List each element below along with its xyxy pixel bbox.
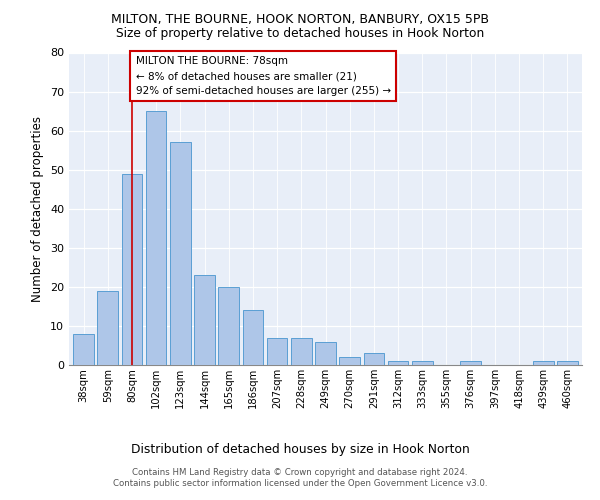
Text: Size of property relative to detached houses in Hook Norton: Size of property relative to detached ho… [116, 28, 484, 40]
Bar [267, 338, 287, 365]
Bar [194, 275, 215, 365]
Text: MILTON THE BOURNE: 78sqm
← 8% of detached houses are smaller (21)
92% of semi-de: MILTON THE BOURNE: 78sqm ← 8% of detache… [136, 56, 391, 96]
Bar [97, 291, 118, 365]
Bar [388, 361, 409, 365]
Y-axis label: Number of detached properties: Number of detached properties [31, 116, 44, 302]
Bar [364, 354, 384, 365]
Bar [122, 174, 142, 365]
Bar [315, 342, 336, 365]
Bar [291, 338, 311, 365]
Bar [412, 361, 433, 365]
Text: MILTON, THE BOURNE, HOOK NORTON, BANBURY, OX15 5PB: MILTON, THE BOURNE, HOOK NORTON, BANBURY… [111, 12, 489, 26]
Bar [533, 361, 554, 365]
Bar [340, 357, 360, 365]
Bar [73, 334, 94, 365]
Bar [170, 142, 191, 365]
Bar [460, 361, 481, 365]
Bar [146, 111, 166, 365]
Bar [242, 310, 263, 365]
Bar [218, 287, 239, 365]
Text: Contains HM Land Registry data © Crown copyright and database right 2024.
Contai: Contains HM Land Registry data © Crown c… [113, 468, 487, 487]
Text: Distribution of detached houses by size in Hook Norton: Distribution of detached houses by size … [131, 442, 469, 456]
Bar [557, 361, 578, 365]
